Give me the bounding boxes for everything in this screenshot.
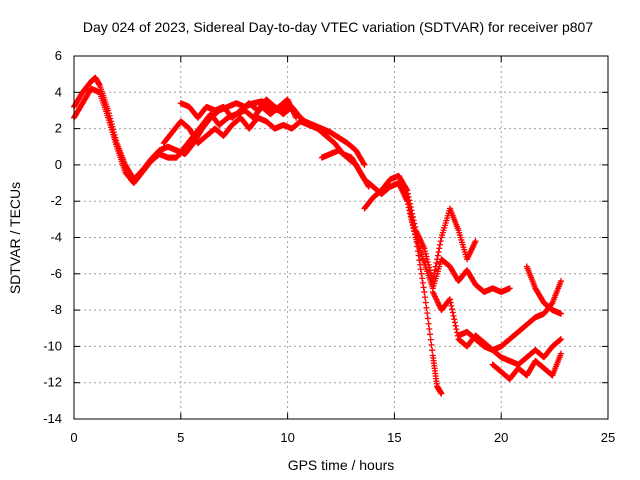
- data-point: [449, 309, 456, 316]
- series-track-6: [361, 172, 479, 285]
- y-axis-label: SDTVAR / TECUs: [7, 182, 23, 294]
- data-point: [422, 299, 429, 306]
- x-tick-label: 10: [280, 430, 294, 445]
- data-point: [305, 121, 312, 128]
- y-tick-label: -8: [50, 302, 62, 317]
- data-point: [404, 201, 411, 208]
- data-point: [409, 219, 416, 226]
- data-point: [436, 245, 443, 252]
- data-point: [422, 248, 429, 255]
- y-tick-label: -10: [43, 338, 62, 353]
- series-track-9: [455, 328, 565, 368]
- data-point: [558, 278, 565, 285]
- data-point: [410, 225, 417, 232]
- data-point: [417, 266, 424, 273]
- data-point: [431, 267, 438, 274]
- data-point: [558, 350, 565, 357]
- x-tick-label: 25: [601, 430, 615, 445]
- axis-ticks: 0 5 10 15 20 25 -14 -12 -10 -8 -6 -4 -2 0 2 4 6: [43, 48, 615, 445]
- data-point: [472, 238, 479, 245]
- data-point: [421, 288, 428, 295]
- data-point: [424, 310, 431, 317]
- data-point: [451, 316, 458, 323]
- x-tick-label: 5: [177, 430, 184, 445]
- data-point: [419, 279, 426, 286]
- data-point: [433, 259, 440, 266]
- data-point: [449, 306, 456, 313]
- data-point: [436, 241, 443, 248]
- data-point: [428, 341, 435, 348]
- chart-title: Day 024 of 2023, Sidereal Day-to-day VTE…: [83, 19, 593, 35]
- data-point: [448, 302, 455, 309]
- x-tick-label: 20: [494, 430, 508, 445]
- data-point: [405, 204, 412, 211]
- data-point: [434, 252, 441, 259]
- data-point: [435, 249, 442, 256]
- y-tick-label: -12: [43, 375, 62, 390]
- data-point: [424, 315, 431, 322]
- data-point: [404, 198, 411, 205]
- data-point: [419, 275, 426, 282]
- data-point: [422, 294, 429, 301]
- data-point: [411, 228, 418, 235]
- data-point: [361, 161, 368, 168]
- data-point: [429, 347, 436, 354]
- y-tick-label: -4: [50, 230, 62, 245]
- data-point: [447, 299, 454, 306]
- series-track-3: [160, 114, 372, 190]
- series-track-7: [395, 180, 513, 295]
- data-point: [426, 326, 433, 333]
- data-point: [408, 216, 415, 223]
- data-point: [452, 322, 459, 329]
- x-tick-label: 0: [70, 430, 77, 445]
- data-point: [415, 252, 422, 259]
- data-point: [437, 238, 444, 245]
- y-tick-label: 6: [55, 48, 62, 63]
- data-point: [453, 326, 460, 333]
- x-axis-label: GPS time / hours: [288, 457, 395, 473]
- data-point: [450, 312, 457, 319]
- y-tick-label: -14: [43, 411, 62, 426]
- x-tick-label: 15: [387, 430, 401, 445]
- series-track-4: [177, 96, 312, 128]
- data-point: [407, 213, 414, 220]
- data-point: [558, 310, 565, 317]
- series-track-10: [489, 350, 565, 383]
- y-tick-label: -2: [50, 193, 62, 208]
- data-point: [406, 207, 413, 214]
- data-point: [423, 304, 430, 311]
- data-point: [418, 270, 425, 277]
- data-point: [451, 319, 458, 326]
- data-point: [425, 320, 432, 327]
- data-marks: [71, 74, 565, 397]
- data-point: [506, 285, 513, 292]
- grid-lines: [74, 56, 608, 419]
- data-point: [424, 259, 431, 266]
- data-point: [420, 284, 427, 291]
- data-point: [412, 231, 419, 238]
- data-point: [409, 222, 416, 229]
- data-point: [427, 336, 434, 343]
- y-tick-label: -6: [50, 266, 62, 281]
- data-point: [438, 390, 445, 397]
- data-point: [427, 331, 433, 338]
- data-point: [446, 296, 453, 303]
- data-point: [407, 210, 414, 217]
- series-track-11: [523, 263, 565, 317]
- data-point: [360, 160, 367, 167]
- y-tick-label: 0: [55, 157, 62, 172]
- y-tick-label: 2: [55, 121, 62, 136]
- data-point: [558, 336, 565, 343]
- y-tick-label: 4: [55, 84, 62, 99]
